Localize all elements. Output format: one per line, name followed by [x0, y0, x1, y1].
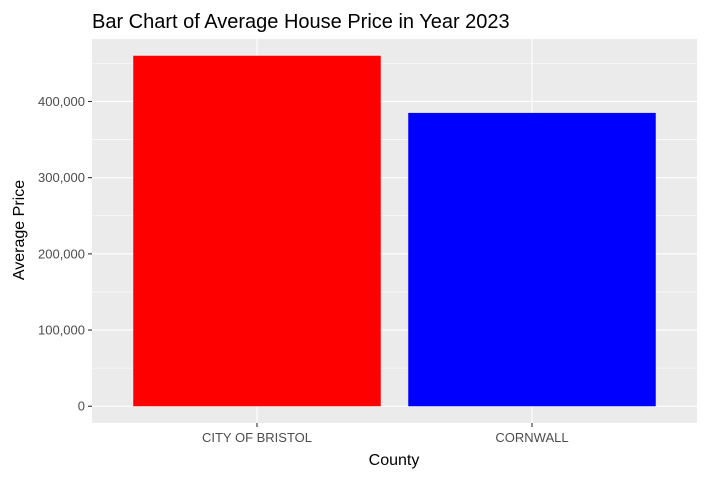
x-tick-label: CORNWALL — [495, 430, 568, 445]
y-tick-label: 400,000 — [38, 94, 85, 109]
bar-city-of-bristol — [133, 55, 381, 407]
x-axis-title: County — [369, 452, 420, 469]
chart-title: Bar Chart of Average House Price in Year… — [92, 11, 510, 33]
bars — [133, 55, 656, 407]
y-axis: 0 100,000 200,000 300,000 400,000 — [38, 94, 92, 414]
y-tick-label: 300,000 — [38, 170, 85, 185]
y-axis-title: Average Price — [11, 180, 28, 280]
y-tick-label: 0 — [78, 399, 85, 414]
x-axis: CITY OF BRISTOL CORNWALL — [202, 423, 569, 445]
x-tick-label: CITY OF BRISTOL — [202, 430, 312, 445]
y-tick-label: 100,000 — [38, 323, 85, 338]
y-tick-label: 200,000 — [38, 246, 85, 261]
bar-cornwall — [408, 112, 656, 407]
